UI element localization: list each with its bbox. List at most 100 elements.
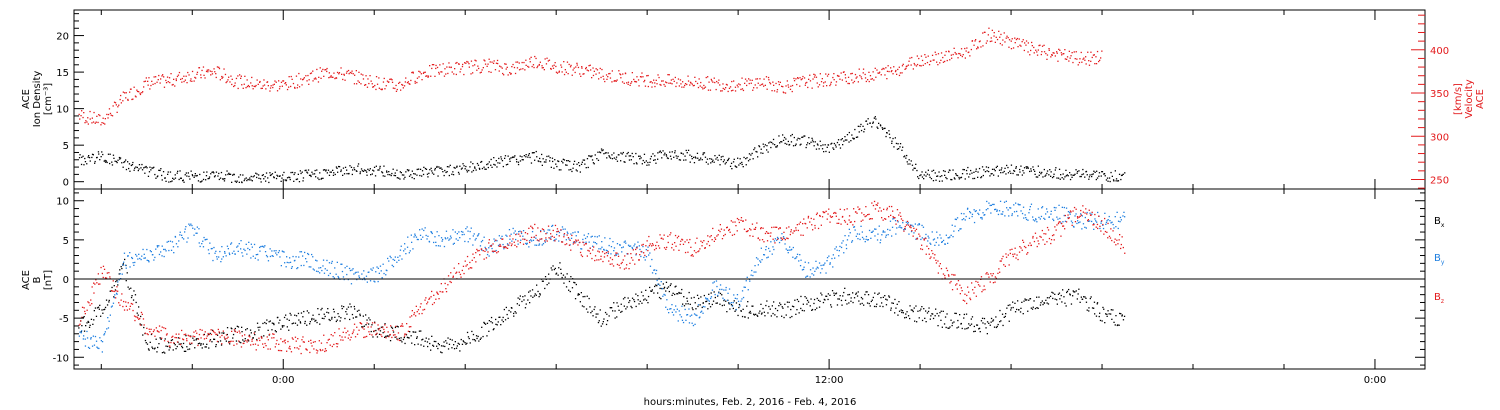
data-point <box>828 151 830 153</box>
data-point <box>967 327 969 329</box>
data-point <box>371 269 373 271</box>
data-point <box>181 234 183 236</box>
data-point <box>955 218 957 221</box>
data-point <box>684 83 687 85</box>
data-point <box>790 308 792 311</box>
data-point <box>695 157 697 159</box>
data-point <box>506 66 508 68</box>
data-point <box>658 76 660 79</box>
data-point <box>591 310 593 312</box>
data-point <box>906 311 908 313</box>
data-point <box>268 333 271 335</box>
data-point <box>918 317 920 319</box>
data-point <box>143 167 145 169</box>
data-point <box>989 324 991 326</box>
data-point <box>674 286 676 288</box>
data-point <box>612 265 615 267</box>
data-point <box>577 294 579 296</box>
data-point <box>577 293 579 295</box>
data-point <box>587 233 590 235</box>
data-point <box>622 259 624 261</box>
data-point <box>104 161 107 163</box>
data-point <box>907 222 909 224</box>
data-point <box>607 76 609 78</box>
data-point <box>970 318 972 320</box>
data-point <box>296 178 299 180</box>
data-point <box>968 176 970 178</box>
data-point <box>504 157 506 159</box>
data-point <box>103 334 105 336</box>
data-point <box>593 246 595 248</box>
data-point <box>454 68 456 70</box>
data-point <box>1082 58 1084 60</box>
data-point <box>579 301 581 303</box>
data-point <box>1085 170 1088 173</box>
data-point <box>117 281 119 283</box>
data-point <box>916 237 918 239</box>
data-point <box>970 323 973 325</box>
data-point <box>898 310 901 312</box>
data-point <box>524 238 526 241</box>
data-point <box>238 341 241 343</box>
data-point <box>372 86 374 88</box>
data-point <box>686 297 688 299</box>
data-point <box>143 324 145 326</box>
data-point <box>725 161 727 164</box>
data-point <box>1043 168 1045 171</box>
data-point <box>181 77 183 80</box>
data-point <box>775 146 777 148</box>
data-point <box>1064 302 1066 304</box>
data-point <box>344 336 346 338</box>
data-point <box>250 82 252 84</box>
data-point <box>94 160 96 163</box>
data-point <box>399 171 401 173</box>
data-point <box>864 77 867 79</box>
data-point <box>267 260 270 262</box>
data-point <box>942 56 944 59</box>
data-point <box>602 260 604 263</box>
data-point <box>335 320 337 323</box>
data-point <box>761 83 764 85</box>
data-point <box>1036 296 1038 298</box>
data-point <box>972 177 974 180</box>
data-point <box>382 175 384 177</box>
data-point <box>130 287 132 289</box>
data-point <box>123 161 125 164</box>
data-point <box>172 83 174 86</box>
data-point <box>256 173 258 175</box>
data-point <box>185 226 187 228</box>
data-point <box>429 342 431 345</box>
data-point <box>581 67 583 69</box>
data-point <box>1051 54 1053 56</box>
data-point <box>619 267 621 269</box>
data-point <box>226 170 228 172</box>
data-point <box>541 244 543 246</box>
data-point <box>224 73 227 76</box>
data-point <box>509 158 511 160</box>
data-point <box>225 334 228 336</box>
data-point <box>774 144 776 146</box>
data-point <box>250 257 252 259</box>
data-point <box>924 54 926 56</box>
data-point <box>185 333 187 335</box>
data-point <box>854 229 856 231</box>
data-point <box>95 315 98 317</box>
data-point <box>1091 173 1093 176</box>
data-point <box>215 345 217 348</box>
data-point <box>978 328 980 330</box>
data-point <box>388 335 390 338</box>
data-point <box>469 230 471 233</box>
data-point <box>750 154 752 156</box>
data-point <box>433 294 435 296</box>
data-point <box>228 172 230 174</box>
data-point <box>860 129 863 132</box>
data-point <box>915 65 918 67</box>
data-point <box>572 243 574 245</box>
data-point <box>864 241 866 243</box>
data-point <box>661 80 663 82</box>
data-point <box>407 330 410 332</box>
data-point <box>173 78 175 80</box>
data-point <box>1111 318 1113 320</box>
data-point <box>1080 213 1082 215</box>
data-point <box>387 331 389 333</box>
